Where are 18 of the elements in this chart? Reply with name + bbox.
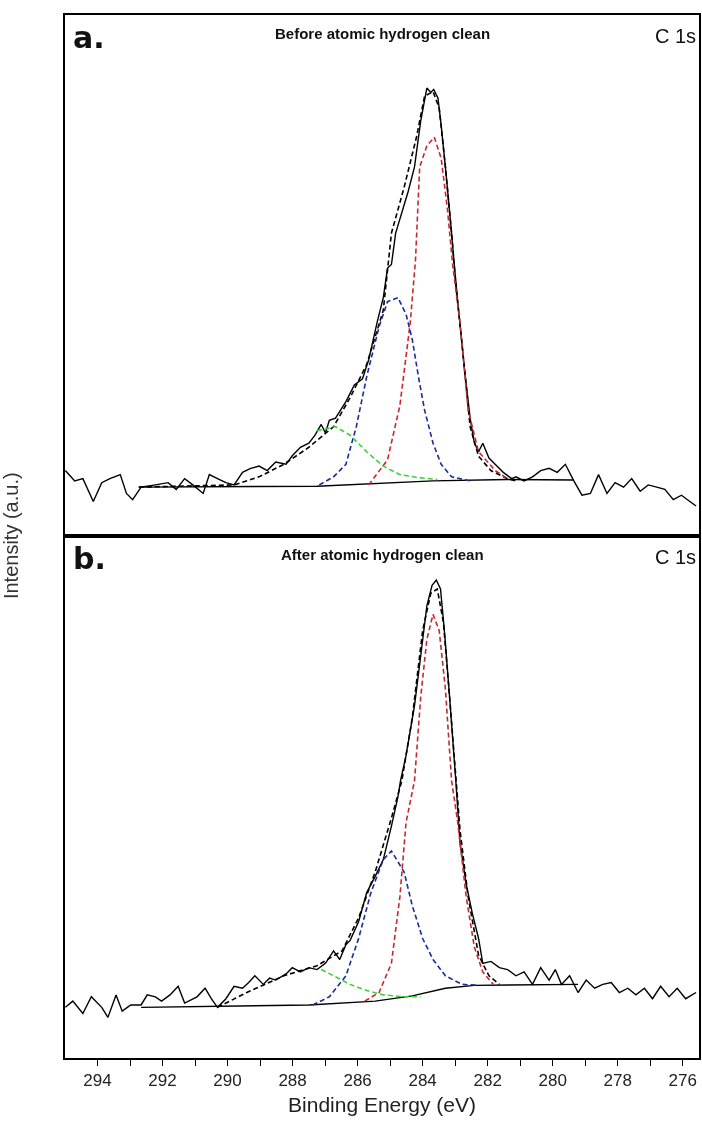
text: C 1s [655,25,697,47]
text: a. [73,20,105,55]
text: b. [73,541,106,576]
x-tick-label: 292 [148,1071,177,1091]
chart-title: Before atomic hydrogen clean [275,25,491,42]
y-axis-title: Intensity (a.u.) [0,472,23,600]
chart-title: After atomic hydrogen clean [281,546,484,563]
x-axis-title: Binding Energy (eV) [288,1092,476,1116]
x-tick-label: 290 [213,1071,242,1091]
x-tick-label: 286 [343,1071,372,1091]
x-tick-label: 280 [538,1071,567,1091]
x-tick-label: 294 [83,1071,112,1091]
x-tick-label: 276 [668,1071,697,1091]
text: C 1s [655,546,697,568]
x-tick-label: 282 [473,1071,502,1091]
x-tick-label: 278 [603,1071,632,1091]
x-tick-label: 288 [278,1071,307,1091]
x-tick-label: 284 [408,1071,437,1091]
